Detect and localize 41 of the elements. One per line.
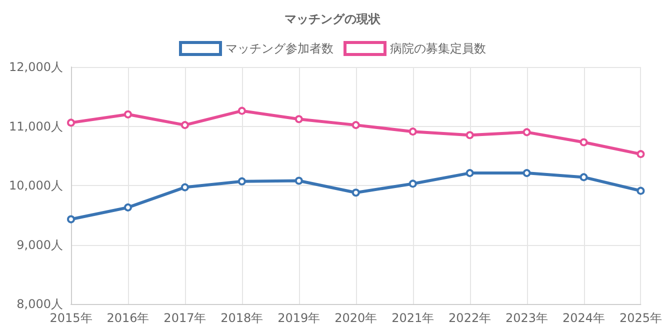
- point: [352, 188, 360, 197]
- point: [580, 173, 588, 182]
- point: [522, 128, 531, 136]
- x-tick-label: 2017年: [164, 311, 206, 325]
- point: [67, 215, 75, 224]
- point: [636, 150, 645, 158]
- chart-title: マッチングの現状: [284, 12, 382, 26]
- point: [408, 180, 417, 188]
- point: [352, 121, 360, 130]
- y-tick-label: 11,000人: [9, 119, 63, 134]
- legend-label: 病院の募集定員数: [390, 42, 486, 56]
- point: [67, 118, 75, 127]
- x-tick-label: 2021年: [392, 311, 434, 325]
- y-tick-label: 10,000人: [9, 178, 63, 192]
- point: [124, 110, 132, 118]
- y-tick-label: 12,000人: [9, 60, 63, 74]
- y-tick-label: 9,000人: [16, 238, 63, 252]
- y-tick-label: 8,000人: [16, 297, 63, 311]
- x-tick-label: 2019年: [278, 311, 320, 325]
- point: [294, 115, 303, 124]
- point: [466, 131, 474, 140]
- x-tick-label: 2020年: [334, 311, 378, 325]
- x-tick-label: 2024年: [562, 311, 606, 325]
- x-tick-label: 2015年: [50, 311, 92, 325]
- point: [466, 169, 474, 178]
- x-tick-label: 2016年: [106, 311, 150, 325]
- point: [180, 121, 189, 130]
- point: [522, 169, 531, 178]
- x-tick-label: 2022年: [448, 311, 492, 325]
- x-tick-label: 2025年: [619, 311, 662, 325]
- x-tick-label: 2023年: [506, 311, 548, 325]
- legend-label: マッチング参加者数: [226, 42, 334, 56]
- point: [636, 186, 645, 195]
- point: [238, 106, 246, 115]
- point: [238, 177, 246, 186]
- point: [180, 183, 189, 192]
- point: [124, 203, 132, 212]
- point: [580, 138, 588, 146]
- point: [294, 176, 303, 185]
- x-tick-label: 2018年: [220, 311, 264, 325]
- point: [408, 128, 417, 136]
